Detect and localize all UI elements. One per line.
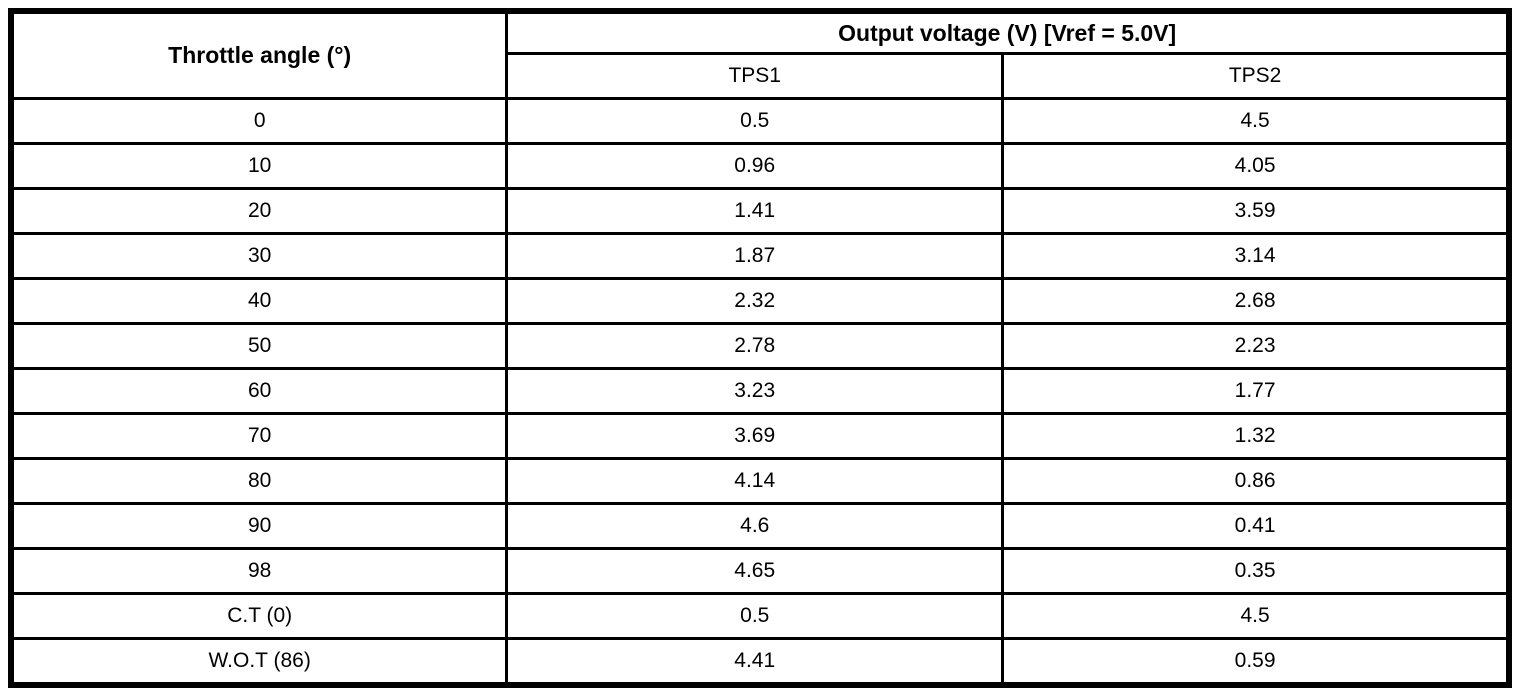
tps2-cell: 2.68 — [1001, 277, 1511, 325]
table-header: Throttle angle (°) Output voltage (V) [V… — [9, 9, 1511, 100]
angle-cell: 50 — [9, 322, 509, 370]
angle-cell: 20 — [9, 187, 509, 235]
table-row: 30 1.87 3.14 — [9, 232, 1511, 280]
angle-cell: 10 — [9, 142, 509, 190]
angle-cell: 60 — [9, 367, 509, 415]
tps-voltage-table: Throttle angle (°) Output voltage (V) [V… — [8, 8, 1512, 688]
output-voltage-group-header: Output voltage (V) [Vref = 5.0V] — [505, 9, 1511, 55]
angle-cell: C.T (0) — [9, 592, 509, 640]
tps1-cell: 0.5 — [505, 97, 1005, 145]
angle-cell: 80 — [9, 457, 509, 505]
table-row: 20 1.41 3.59 — [9, 187, 1511, 235]
tps2-cell: 1.32 — [1001, 412, 1511, 460]
tps2-cell: 0.86 — [1001, 457, 1511, 505]
table-row: 80 4.14 0.86 — [9, 457, 1511, 505]
tps2-cell: 0.35 — [1001, 547, 1511, 595]
tps1-cell: 4.65 — [505, 547, 1005, 595]
tps1-cell: 1.41 — [505, 187, 1005, 235]
tps2-cell: 2.23 — [1001, 322, 1511, 370]
table-row: 98 4.65 0.35 — [9, 547, 1511, 595]
table-row: 90 4.6 0.41 — [9, 502, 1511, 550]
tps1-column-header: TPS1 — [505, 52, 1005, 100]
angle-cell: W.O.T (86) — [9, 637, 509, 687]
table-row: 40 2.32 2.68 — [9, 277, 1511, 325]
throttle-angle-header: Throttle angle (°) — [9, 9, 509, 100]
tps2-cell: 0.59 — [1001, 637, 1511, 687]
tps1-cell: 0.5 — [505, 592, 1005, 640]
tps2-cell: 4.5 — [1001, 97, 1511, 145]
tps1-cell: 1.87 — [505, 232, 1005, 280]
angle-cell: 70 — [9, 412, 509, 460]
table-body: 0 0.5 4.5 10 0.96 4.05 20 1.41 3.59 30 1… — [9, 97, 1511, 687]
header-row-sub: TPS1 TPS2 — [11, 52, 1511, 100]
tps1-cell: 3.23 — [505, 367, 1005, 415]
table-row: W.O.T (86) 4.41 0.59 — [9, 637, 1511, 687]
table-row: 70 3.69 1.32 — [9, 412, 1511, 460]
tps2-cell: 0.41 — [1001, 502, 1511, 550]
tps2-cell: 3.59 — [1001, 187, 1511, 235]
tps-voltage-spec-page: Throttle angle (°) Output voltage (V) [V… — [8, 8, 1512, 688]
table-row: 10 0.96 4.05 — [9, 142, 1511, 190]
angle-cell: 40 — [9, 277, 509, 325]
tps1-cell: 2.78 — [505, 322, 1005, 370]
tps2-column-header: TPS2 — [1001, 52, 1511, 100]
tps2-cell: 3.14 — [1001, 232, 1511, 280]
angle-cell: 30 — [9, 232, 509, 280]
tps2-cell: 1.77 — [1001, 367, 1511, 415]
tps2-cell: 4.05 — [1001, 142, 1511, 190]
header-row-group: Throttle angle (°) Output voltage (V) [V… — [9, 9, 1511, 100]
table-row: 0 0.5 4.5 — [9, 97, 1511, 145]
angle-cell: 90 — [9, 502, 509, 550]
angle-cell: 98 — [9, 547, 509, 595]
tps1-cell: 4.41 — [505, 637, 1005, 687]
angle-cell: 0 — [9, 97, 509, 145]
table-row: 60 3.23 1.77 — [9, 367, 1511, 415]
tps1-cell: 3.69 — [505, 412, 1005, 460]
tps1-cell: 2.32 — [505, 277, 1005, 325]
tps2-cell: 4.5 — [1001, 592, 1511, 640]
tps1-cell: 0.96 — [505, 142, 1005, 190]
table-row: C.T (0) 0.5 4.5 — [9, 592, 1511, 640]
tps1-cell: 4.14 — [505, 457, 1005, 505]
tps1-cell: 4.6 — [505, 502, 1005, 550]
table-row: 50 2.78 2.23 — [9, 322, 1511, 370]
